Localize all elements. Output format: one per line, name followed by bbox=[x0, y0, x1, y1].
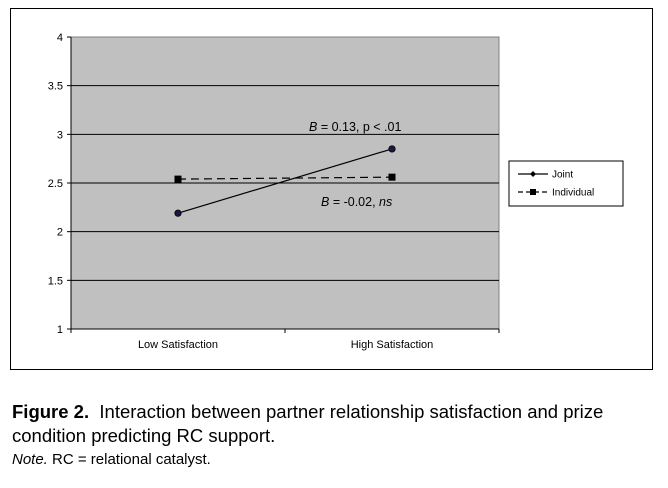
caption-title: Figure 2. Interaction between partner re… bbox=[12, 400, 662, 448]
caption-note: Note. RC = relational catalyst. bbox=[12, 450, 662, 470]
y-tick-label: 3 bbox=[57, 129, 63, 141]
annotation-individual: B = -0.02, ns bbox=[321, 195, 392, 209]
y-tick-label: 3.5 bbox=[48, 81, 63, 93]
gridlines bbox=[71, 85, 499, 281]
figure-caption: Figure 2. Interaction between partner re… bbox=[12, 400, 662, 470]
caption-note-text: RC = relational catalyst. bbox=[47, 451, 211, 468]
data-point-joint bbox=[174, 209, 182, 217]
x-tick-label: Low Satisfaction bbox=[138, 339, 218, 351]
series-line-individual bbox=[177, 176, 393, 180]
annotation-joint: B = 0.13, p < .01 bbox=[309, 120, 401, 134]
y-tick-label: 1 bbox=[57, 324, 63, 336]
caption-text: Interaction between partner relationship… bbox=[12, 401, 604, 446]
annotation-joint-text: = 0.13, p < .01 bbox=[317, 120, 401, 134]
figure-frame: 1 1.5 2 2.5 3 3.5 4 Low Satisfaction High Satisf… bbox=[10, 8, 653, 370]
data-point-individual bbox=[388, 173, 396, 181]
axes: 1 1.5 2 2.5 3 3.5 4 Low Satisfaction High Satisf… bbox=[48, 32, 500, 351]
annotation-joint-prefix: B bbox=[309, 120, 317, 134]
legend-marker-individual bbox=[530, 189, 536, 195]
y-tick-label: 2 bbox=[57, 227, 63, 239]
annotation-individual-suffix: ns bbox=[379, 195, 392, 209]
annotation-individual-prefix: B bbox=[321, 195, 329, 209]
data-point-joint bbox=[388, 145, 396, 153]
data-point-individual bbox=[174, 175, 182, 183]
caption-label: Figure 2. bbox=[12, 401, 90, 422]
caption-note-label: Note. bbox=[12, 451, 48, 468]
line-chart: 1 1.5 2 2.5 3 3.5 4 Low Satisfaction High Satisf… bbox=[48, 32, 624, 351]
series-line-joint bbox=[177, 148, 393, 214]
legend-marker-joint bbox=[530, 171, 536, 177]
legend: Joint Individual bbox=[508, 160, 624, 207]
y-tick-label: 1.5 bbox=[48, 275, 63, 287]
annotations: B = 0.13, p < .01 B = -0.02, ns bbox=[309, 120, 401, 209]
x-tick-label: High Satisfaction bbox=[351, 339, 434, 351]
annotation-individual-text: = -0.02, bbox=[329, 195, 379, 209]
legend-box bbox=[508, 160, 624, 207]
legend-label-individual: Individual bbox=[552, 188, 594, 199]
y-tick-label: 4 bbox=[57, 32, 63, 44]
y-tick-label: 2.5 bbox=[48, 178, 63, 190]
legend-label-joint: Joint bbox=[552, 170, 573, 181]
series bbox=[174, 145, 396, 217]
